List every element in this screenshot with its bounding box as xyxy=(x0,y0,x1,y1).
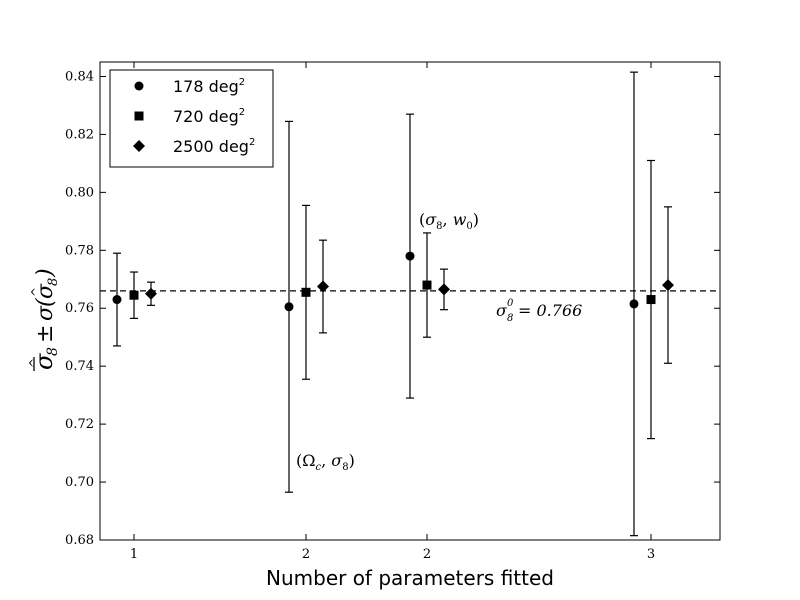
y-tick-label: 0.80 xyxy=(65,185,94,200)
annotation-sigma-w0: (σ8, w0) xyxy=(419,210,479,232)
x-axis-label: Number of parameters fitted xyxy=(266,566,554,590)
reference-label-sup: 0 xyxy=(507,298,514,309)
y-axis-label-paren-open: ( xyxy=(33,298,58,307)
y-tick-label: 0.78 xyxy=(65,243,94,258)
legend-marker-circle xyxy=(134,81,144,91)
data-point-diamond xyxy=(317,280,329,293)
y-axis-label-pm: ± xyxy=(33,325,58,343)
data-point-square xyxy=(129,290,139,300)
y-tick-label: 0.70 xyxy=(65,475,94,490)
data-point-circle xyxy=(284,302,294,312)
y-axis-label-hat: ^ xyxy=(27,358,41,368)
x-tick-label: 1 xyxy=(130,547,138,562)
y-axis-label-paren-close: ) xyxy=(33,268,58,278)
data-point-square xyxy=(422,280,432,290)
y-tick-label: 0.68 xyxy=(65,533,94,548)
reference-label-sub: 8 xyxy=(507,313,513,324)
data-point-circle xyxy=(112,295,122,305)
reference-label-sigma: σ xyxy=(496,301,508,320)
y-tick-label: 0.76 xyxy=(65,301,94,316)
x-tick-label: 3 xyxy=(647,547,655,562)
x-tick-label: 2 xyxy=(423,547,431,562)
y-axis-label-sub8b: 8 xyxy=(46,278,61,286)
y-tick-label: 0.82 xyxy=(65,127,94,142)
y-axis-label-sigma2: σ xyxy=(33,305,58,321)
legend-label: 720 deg2 xyxy=(173,107,245,126)
legend-marker-square xyxy=(134,111,144,121)
y-tick-label: 0.74 xyxy=(65,359,94,374)
y-tick-label: 0.84 xyxy=(65,69,94,84)
reference-label-value: = 0.766 xyxy=(518,301,582,320)
x-axis: 1 2 2 3 xyxy=(130,62,655,562)
y-axis-label-sigma3: σ xyxy=(33,283,58,299)
data-point-circle xyxy=(629,299,639,309)
data-point-square xyxy=(301,287,311,297)
data-point-square xyxy=(646,295,656,305)
plot-area xyxy=(99,61,721,541)
legend-marker-diamond xyxy=(133,140,145,152)
annotations: (Ωc, σ8) (σ8, w0) xyxy=(296,210,479,473)
annotation-omega-sigma: (Ωc, σ8) xyxy=(296,451,355,473)
y-axis-label: σ ^ 8 ± σ ( σ ^ 8 ) xyxy=(27,268,61,371)
data-point-circle xyxy=(405,251,415,261)
data-point-diamond xyxy=(662,279,674,292)
y-axis-label-sub8: 8 xyxy=(45,347,61,356)
y-axis-label-sigma: σ xyxy=(30,353,58,370)
data-marks xyxy=(112,71,674,537)
x-tick-label: 2 xyxy=(302,547,310,562)
y-tick-label: 0.72 xyxy=(65,417,94,432)
y-axis: 0.68 0.70 0.72 0.74 0.76 0.78 0.80 0.82 0.84 xyxy=(65,69,720,548)
reference-line-label: σ 8 0 = 0.766 xyxy=(496,298,582,324)
y-axis-label-hat2: ^ xyxy=(29,287,43,297)
legend-label: 178 deg2 xyxy=(173,77,245,96)
data-point-diamond xyxy=(145,287,157,300)
legend-label: 2500 deg2 xyxy=(173,137,255,156)
legend: 178 deg2 720 deg2 2500 deg2 xyxy=(109,69,274,168)
data-point-diamond xyxy=(438,283,450,296)
